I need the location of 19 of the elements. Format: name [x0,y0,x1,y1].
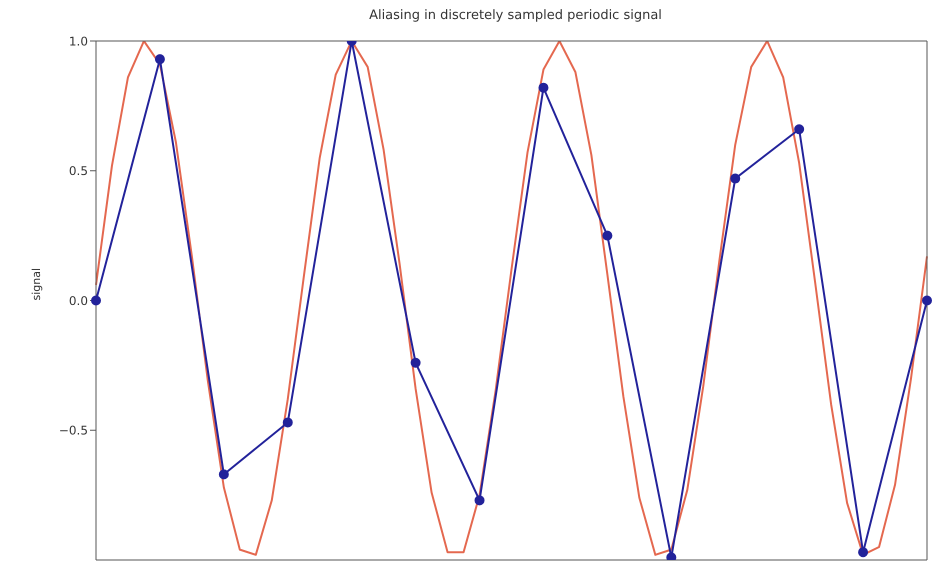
point [538,82,548,93]
y-axis-title: signal [30,268,43,300]
point [154,54,165,64]
point [602,230,612,241]
y-tick-label: 0.0 [68,294,88,308]
point [922,296,932,306]
y-tick-label: −0.5 [58,424,88,438]
chart-title: Aliasing in discretely sampled periodic signal [368,8,663,25]
point [666,552,676,560]
y-tick-label: 0.5 [68,164,88,178]
point [474,495,485,506]
point [730,174,740,184]
y-tick-label: 1.0 [68,34,88,48]
point [858,547,868,558]
point [410,358,421,368]
point [91,296,101,306]
point [282,417,293,428]
point [794,124,804,134]
point [218,469,229,480]
